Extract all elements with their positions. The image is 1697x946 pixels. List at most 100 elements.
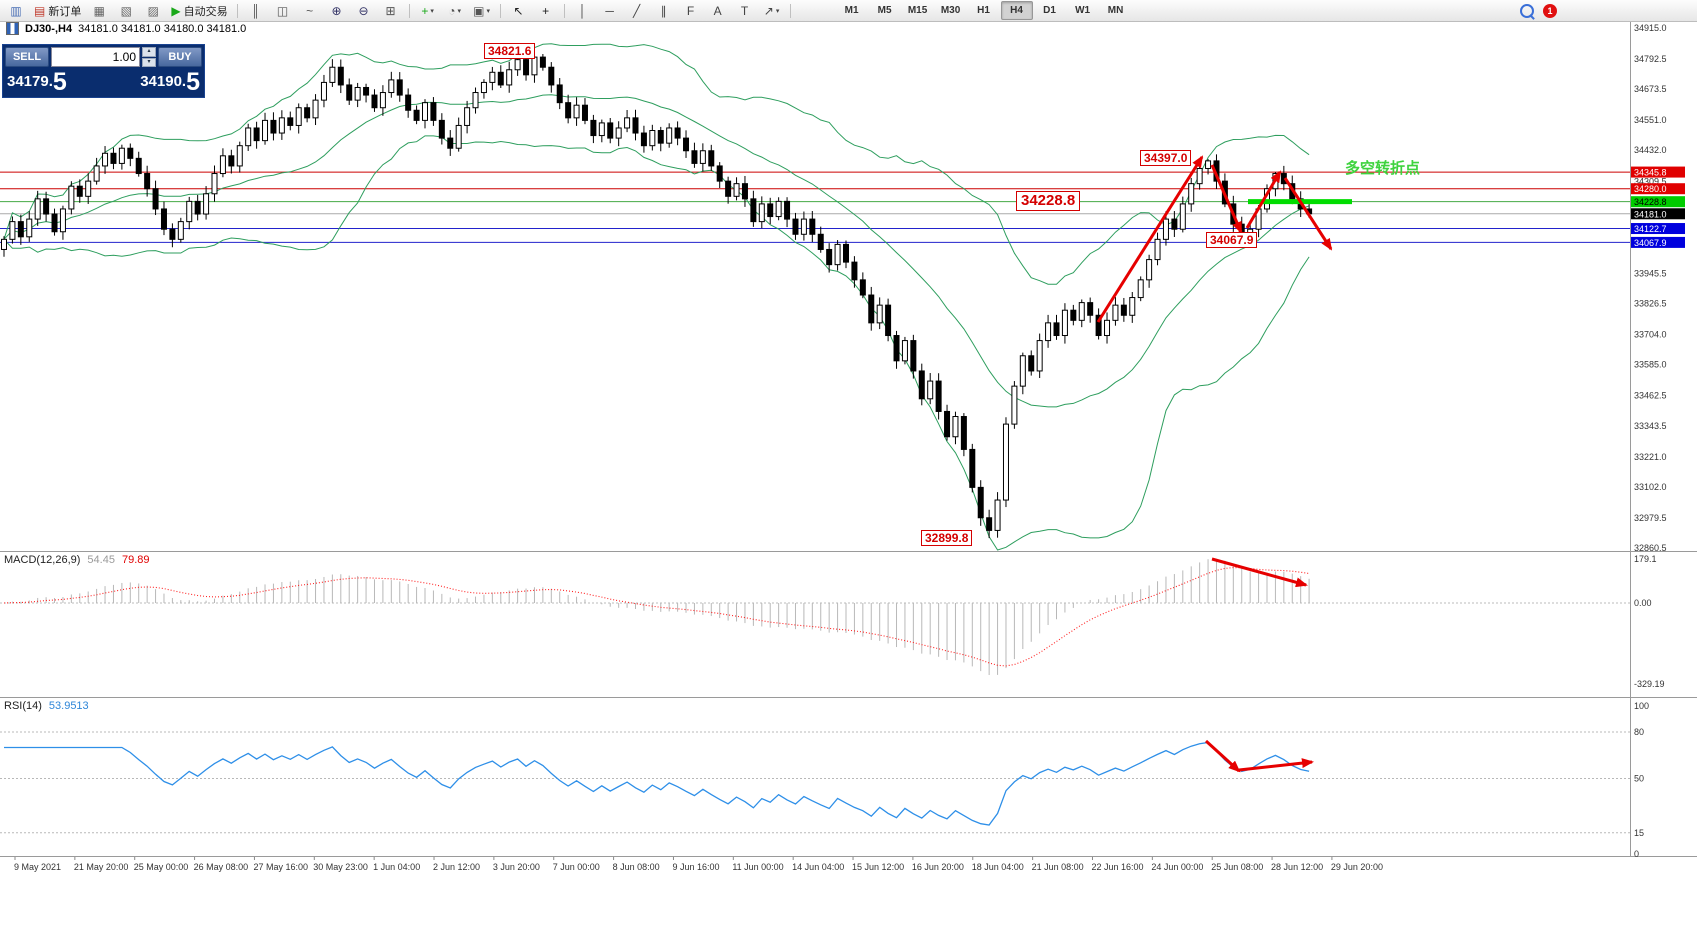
line-chart-style-icon-icon: ~ — [306, 3, 314, 18]
timeframe-m5-button[interactable]: M5 — [877, 5, 892, 16]
timeframe-w1-button[interactable]: W1 — [1075, 5, 1091, 16]
ohlc-values: 34181.0 34181.0 34180.0 34181.0 — [78, 22, 247, 35]
svg-text:27 May 16:00: 27 May 16:00 — [253, 862, 308, 872]
horizontal-line-button[interactable]: ─ — [597, 1, 623, 21]
zoom-out-button[interactable]: ⊖ — [351, 1, 377, 21]
sell-price[interactable]: 34179. 5 — [7, 69, 67, 95]
svg-text:2 Jun 12:00: 2 Jun 12:00 — [433, 862, 480, 872]
auto-trading-button[interactable]: ▶ 自动交易 — [167, 1, 231, 21]
svg-text:26 May 08:00: 26 May 08:00 — [194, 862, 249, 872]
buy-button[interactable]: BUY — [158, 47, 202, 67]
symbol-period-label: DJ30-,H4 — [25, 22, 73, 35]
volume-up-button[interactable]: ▴ — [142, 47, 156, 57]
data-window-icon[interactable]: ▨ — [140, 1, 166, 21]
candlestick-style-icon-icon: ◫ — [276, 3, 289, 18]
line-chart-style-icon[interactable]: ~ — [297, 1, 323, 21]
svg-text:34673.5: 34673.5 — [1634, 84, 1667, 94]
bar-chart-style-icon[interactable]: ║ — [243, 1, 269, 21]
macd-indicator-label: MACD(12,26,9) 54.45 79.89 — [4, 554, 149, 566]
svg-text:34551.0: 34551.0 — [1634, 115, 1667, 125]
svg-text:33826.5: 33826.5 — [1634, 299, 1667, 309]
price-label-34397[interactable]: 34397.0 — [1140, 150, 1192, 167]
zoom-in-button[interactable]: ⊕ — [324, 1, 350, 21]
buy-price[interactable]: 34190. 5 — [140, 69, 200, 95]
candlestick-style-icon[interactable]: ◫ — [270, 1, 296, 21]
svg-text:179.1: 179.1 — [1634, 554, 1657, 564]
tile-windows-icon[interactable]: ⊞ — [378, 1, 404, 21]
fibonacci-button[interactable]: F — [678, 1, 704, 21]
svg-text:33704.0: 33704.0 — [1634, 330, 1667, 340]
timeframe-mn-button[interactable]: MN — [1107, 5, 1124, 16]
svg-text:11 Jun 00:00: 11 Jun 00:00 — [732, 862, 783, 872]
profiles-icon[interactable]: ▧ — [113, 1, 139, 21]
toolbar-separator — [789, 3, 791, 18]
turning-point-label[interactable]: 多空转折点 — [1345, 160, 1421, 178]
caret-down-icon: ▾ — [430, 7, 434, 15]
timeframe-h4-button[interactable]: H4 — [1000, 1, 1033, 20]
buy-price-main: 34190. — [140, 73, 187, 90]
price-label-32899[interactable]: 32899.8 — [921, 530, 973, 547]
svg-text:14 Jun 04:00: 14 Jun 04:00 — [792, 862, 844, 872]
search-icon[interactable] — [1520, 3, 1534, 18]
svg-text:7 Jun 00:00: 7 Jun 00:00 — [553, 862, 600, 872]
bar-chart-style-icon-icon: ║ — [251, 3, 260, 18]
svg-text:0.00: 0.00 — [1634, 598, 1652, 608]
svg-text:33462.5: 33462.5 — [1634, 391, 1667, 401]
toolbar-separator — [236, 3, 238, 18]
chart-icon — [6, 22, 19, 35]
svg-text:3 Jun 20:00: 3 Jun 20:00 — [493, 862, 540, 872]
volume-down-button[interactable]: ▾ — [142, 57, 156, 67]
equidistant-channel-button[interactable]: ∥ — [651, 1, 677, 21]
zoom-out-icon: ⊖ — [358, 3, 369, 18]
svg-text:34280.0: 34280.0 — [1634, 184, 1667, 194]
timeframe-m15-button[interactable]: M15 — [907, 5, 928, 16]
timeframe-d1-button[interactable]: D1 — [1043, 5, 1056, 16]
toolbar-separator — [563, 3, 565, 18]
text-label-icon: T — [740, 3, 749, 18]
arrows-tool-button[interactable]: ↗ ▾ — [759, 1, 785, 21]
svg-text:34309.5: 34309.5 — [1634, 176, 1667, 186]
periods-button[interactable]: ◔ ▾ — [442, 1, 468, 21]
rsi-value: 53.9513 — [48, 700, 89, 712]
cursor-icon: ↖ — [513, 3, 524, 18]
svg-text:0: 0 — [1634, 849, 1639, 859]
svg-text:33221.0: 33221.0 — [1634, 452, 1667, 462]
svg-text:28 Jun 12:00: 28 Jun 12:00 — [1271, 862, 1323, 872]
periods-icon: ◔ — [448, 3, 456, 18]
svg-text:34432.0: 34432.0 — [1634, 145, 1667, 155]
rsi-name: RSI(14) — [4, 700, 42, 712]
volume-input[interactable] — [51, 47, 140, 67]
text-button[interactable]: A — [705, 1, 731, 21]
price-label-34228[interactable]: 34228.8 — [1016, 190, 1081, 211]
text-icon: A — [713, 3, 722, 18]
svg-text:32860.5: 32860.5 — [1634, 543, 1667, 553]
indicators-button[interactable]: + ▾ — [415, 1, 441, 21]
svg-text:25 Jun 08:00: 25 Jun 08:00 — [1211, 862, 1263, 872]
crosshair-button[interactable]: + — [533, 1, 559, 21]
notification-badge[interactable]: 1 — [1543, 3, 1557, 18]
svg-text:33585.0: 33585.0 — [1634, 360, 1667, 370]
cursor-button[interactable]: ↖ — [506, 1, 532, 21]
vertical-line-button[interactable]: │ — [570, 1, 596, 21]
svg-text:34228.8: 34228.8 — [1634, 197, 1667, 207]
new-order-button[interactable]: ▤ 新订单 — [30, 1, 85, 21]
price-label-34067[interactable]: 34067.9 — [1206, 232, 1258, 249]
caret-down-icon: ▾ — [775, 7, 780, 15]
svg-text:8 Jun 08:00: 8 Jun 08:00 — [613, 862, 660, 872]
text-label-button[interactable]: T — [732, 1, 758, 21]
svg-text:25 May 00:00: 25 May 00:00 — [134, 862, 189, 872]
indicators-icon: + — [421, 3, 429, 18]
trendline-button[interactable]: ╱ — [624, 1, 650, 21]
timeframe-h1-button[interactable]: H1 — [977, 5, 990, 16]
sell-button[interactable]: SELL — [5, 47, 49, 67]
volume-stepper: ▴ ▾ — [142, 47, 156, 67]
rsi-indicator-label: RSI(14) 53.9513 — [4, 700, 89, 712]
price-label-34821[interactable]: 34821.6 — [484, 42, 536, 59]
timeframe-m1-button[interactable]: M1 — [844, 5, 859, 16]
timeframe-m30-button[interactable]: M30 — [940, 5, 961, 16]
chart-window-icon[interactable]: ▥ — [3, 1, 29, 21]
templates-button[interactable]: ▣ ▾ — [469, 1, 495, 21]
chart-cascade-icon[interactable]: ▦ — [86, 1, 112, 21]
zoom-in-icon: ⊕ — [331, 3, 342, 18]
